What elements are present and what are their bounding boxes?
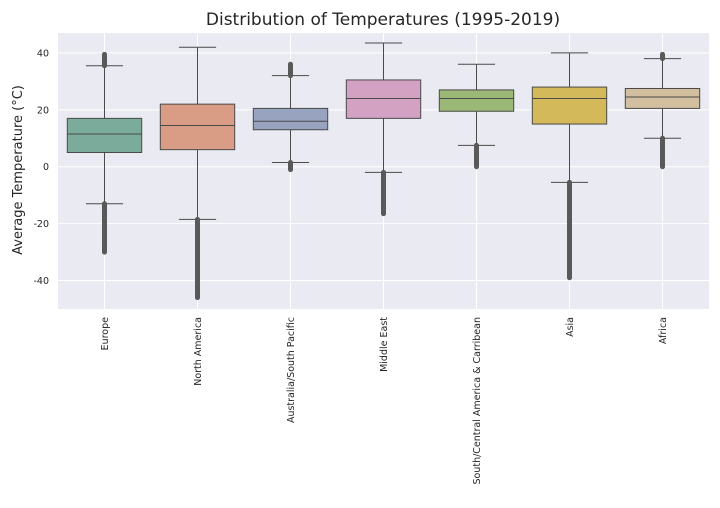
x-axis-ticks: Europe North America Australia/South Pacif… — [100, 317, 669, 485]
box — [531, 52, 608, 281]
box — [438, 63, 515, 170]
box-iqr — [252, 107, 329, 131]
box-iqr — [66, 117, 143, 154]
box — [624, 51, 701, 170]
x-tick-label: Asia — [565, 317, 576, 337]
y-tick-label: -40 — [33, 276, 49, 287]
box — [159, 46, 236, 301]
box-iqr — [624, 87, 701, 109]
x-tick-label: South/Central America & Carribean — [472, 317, 483, 485]
box-series — [66, 42, 701, 301]
x-tick-label: North America — [193, 317, 204, 386]
box-iqr — [345, 79, 422, 119]
y-axis-label: Average Temperature (°C) — [11, 85, 26, 255]
box-iqr — [159, 103, 236, 151]
x-tick-label: Australia/South Pacific — [286, 317, 297, 423]
box-iqr — [438, 89, 515, 112]
box-iqr — [531, 86, 608, 125]
box — [345, 42, 422, 217]
chart-title: Distribution of Temperatures (1995-2019) — [206, 10, 560, 30]
y-tick-label: -20 — [33, 219, 49, 230]
x-tick-label: Middle East — [379, 317, 390, 372]
y-axis-ticks: -40 -20 0 20 40 — [33, 48, 49, 287]
x-tick-label: Africa — [658, 317, 669, 344]
box — [252, 61, 329, 173]
box — [66, 51, 143, 255]
x-tick-label: Europe — [100, 317, 111, 351]
y-tick-label: 0 — [43, 162, 49, 173]
y-tick-label: 20 — [37, 105, 49, 116]
y-tick-label: 40 — [37, 48, 49, 59]
